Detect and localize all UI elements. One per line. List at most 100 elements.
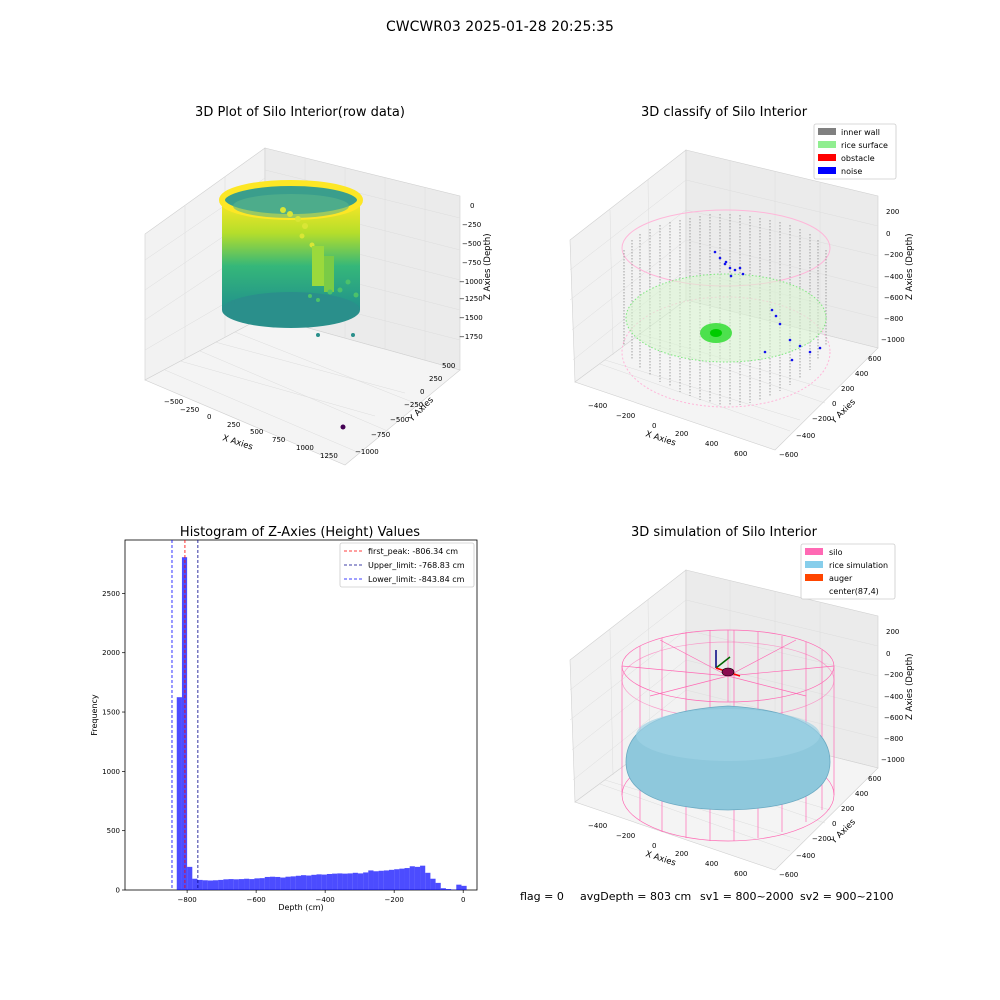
classify-z-tick: −1000 [881, 336, 905, 344]
raw-x-tick: 1000 [296, 444, 314, 452]
hist-bar [218, 879, 224, 890]
hist-bar [430, 878, 436, 890]
hist-bar [285, 876, 291, 890]
raw-z-tick: −1250 [459, 295, 483, 303]
hist-y-tick-label: 500 [107, 827, 120, 835]
hist-bar [197, 879, 203, 890]
panel-histogram: Histogram of Z-Axies (Height) Values −80… [90, 525, 478, 912]
raw-z-tick: −1750 [459, 333, 483, 341]
classify-x-tick: 600 [734, 450, 747, 458]
hist-y-tick-label: 1500 [102, 709, 120, 717]
hist-bar [409, 866, 415, 890]
classify-y-tick: −400 [796, 432, 815, 440]
simulation-x-tick: −200 [616, 832, 635, 840]
raw-y-tick: −500 [390, 416, 409, 424]
raw-y-tick: 250 [429, 375, 442, 383]
status-sv2: sv2 = 900~2100 [800, 890, 894, 903]
classify-y-tick: 400 [855, 370, 868, 378]
simulation-z-tick: −1000 [881, 756, 905, 764]
hist-bar [326, 873, 333, 890]
status-avg-depth: avgDepth = 803 cm [580, 890, 691, 903]
hist-bar [347, 873, 353, 890]
classify-point-cloud [621, 209, 831, 408]
simulation-y-tick: −400 [796, 852, 815, 860]
raw-y-tick: 0 [420, 388, 424, 396]
hist-bar [461, 885, 467, 890]
classify-z-tick: −200 [884, 251, 903, 259]
simulation-z-tick: −400 [884, 693, 903, 701]
panel-simulation-title: 3D simulation of Silo Interior [631, 525, 818, 540]
hist-x-tick-label: −600 [247, 896, 266, 904]
auger-axes-icon [715, 650, 741, 677]
hist-bar [187, 866, 193, 890]
raw-z-ticks: 0 −250 −500 −750 −1000 −1250 −1500 −1750 [459, 202, 483, 341]
legend-swatch-obstacle [818, 154, 836, 161]
classify-y-tick: −600 [779, 451, 798, 459]
legend-label-center: center(87,4) [829, 587, 879, 596]
hist-x-tick-label: −800 [178, 896, 197, 904]
rice-simulation-surface [625, 705, 831, 811]
hist-bar [213, 880, 219, 890]
hist-bar [311, 874, 317, 890]
legend-label-first-peak: first_peak: -806.34 cm [368, 547, 458, 556]
simulation-x-label: X Axies [644, 849, 677, 868]
raw-x-tick: 0 [207, 413, 211, 421]
hist-bar [435, 882, 441, 890]
hist-bar [373, 871, 379, 890]
raw-x-tick: −500 [164, 398, 183, 406]
legend-swatch-silo [805, 548, 823, 555]
legend-label-noise: noise [841, 167, 862, 176]
legend-label-inner-wall: inner wall [841, 128, 880, 137]
raw-point-cloud [219, 180, 363, 430]
classify-y-tick: 200 [841, 385, 854, 393]
hist-bar [342, 873, 348, 890]
hist-bar [363, 872, 369, 890]
classify-z-tick: 0 [886, 230, 890, 238]
hist-bar [207, 880, 213, 890]
simulation-y-tick: 0 [832, 820, 836, 828]
hist-bar [399, 868, 405, 890]
hist-x-ticks: −800 −600 −400 −200 0 [178, 890, 465, 904]
classify-z-tick: −400 [884, 273, 903, 281]
raw-z-label: Z Axies (Depth) [483, 233, 493, 300]
simulation-y-tick: 600 [868, 775, 881, 783]
simulation-x-tick: 600 [734, 870, 747, 878]
hist-y-label: Frequency [90, 694, 99, 736]
simulation-z-tick: −600 [884, 714, 903, 722]
legend-label-rice-simulation: rice simulation [829, 561, 888, 570]
hist-bar [176, 697, 182, 890]
hist-bar [238, 879, 245, 890]
hist-y-tick-label: 2500 [102, 590, 120, 598]
classify-z-label: Z Axies (Depth) [905, 233, 915, 300]
simulation-z-tick: −200 [884, 671, 903, 679]
hist-bar [275, 876, 281, 890]
raw-y-tick: −250 [404, 401, 423, 409]
hist-title: Histogram of Z-Axies (Height) Values [180, 525, 420, 540]
simulation-x-tick: 200 [675, 850, 688, 858]
classify-y-tick: 0 [832, 400, 836, 408]
legend-swatch-rice-simulation [805, 561, 823, 568]
axes-box [144, 147, 461, 466]
classify-z-tick: −800 [884, 315, 903, 323]
hist-y-ticks: 0 500 1000 1500 2000 2500 [102, 590, 125, 895]
raw-x-tick: 500 [250, 428, 263, 436]
classify-x-tick: 0 [652, 422, 656, 430]
legend-label-lower-limit: Lower_limit: -843.84 cm [368, 575, 465, 584]
legend-swatch-auger [805, 574, 823, 581]
raw-x-tick: 1250 [320, 452, 338, 460]
simulation-y-ticks: −600 −400 −200 0 200 400 600 [779, 775, 881, 879]
raw-x-ticks: −500 −250 0 250 500 750 1000 1250 [164, 398, 338, 460]
classify-y-ticks: −600 −400 −200 0 200 400 600 [779, 355, 881, 459]
hist-bar [244, 878, 250, 890]
hist-bar [389, 869, 395, 890]
figure-title: CWCWR03 2025-01-28 20:25:35 [386, 19, 614, 35]
raw-x-tick: 250 [227, 421, 240, 429]
simulation-legend: silo rice simulation auger center(87,4) [800, 543, 896, 600]
simulation-z-tick: 0 [886, 650, 890, 658]
status-sv1: sv1 = 800~2000 [700, 890, 794, 903]
status-flag: flag = 0 [520, 890, 564, 903]
hist-legend: first_peak: -806.34 cm Upper_limit: -768… [339, 542, 475, 588]
legend-swatch-rice-surface [818, 141, 836, 148]
legend-label-rice-surface: rice surface [841, 141, 888, 150]
